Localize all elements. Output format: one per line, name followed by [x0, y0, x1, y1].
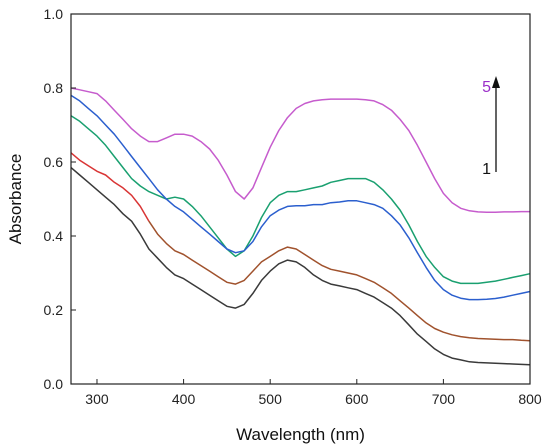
y-axis-title: Absorbance — [6, 154, 25, 245]
series-line-3 — [148, 220, 531, 342]
series-line-6 — [70, 87, 530, 214]
y-tick-label: 0.8 — [44, 80, 64, 96]
arrow-head-icon — [492, 76, 500, 88]
annotation-label-bottom: 1 — [482, 161, 491, 178]
series-line-2 — [70, 152, 150, 222]
y-tick-label: 0.6 — [44, 154, 64, 170]
series-order-annotation: 5 1 — [482, 76, 500, 178]
x-tick-label: 400 — [172, 391, 196, 407]
series-line-4 — [70, 115, 531, 285]
x-tick-label: 600 — [345, 391, 369, 407]
x-tick-label: 300 — [85, 391, 109, 407]
plot-frame — [70, 13, 531, 385]
series-line-5 — [70, 94, 531, 301]
x-axis-title: Wavelength (nm) — [236, 425, 365, 444]
y-tick-label: 0.0 — [44, 376, 64, 392]
series-layer — [70, 87, 531, 366]
annotation-label-top: 5 — [482, 79, 491, 96]
x-tick-label: 800 — [518, 391, 542, 407]
y-tick-label: 0.4 — [44, 228, 64, 244]
x-tick-label: 500 — [259, 391, 283, 407]
y-tick-label: 1.0 — [44, 6, 64, 22]
x-tick-label: 700 — [432, 391, 456, 407]
y-tick-label: 0.2 — [44, 302, 64, 318]
ticks-layer: 300 400 500 600 700 800 0.0 0.2 0.4 0.6 0.8 1.0 — [44, 6, 542, 407]
series-line-1 — [70, 167, 531, 366]
